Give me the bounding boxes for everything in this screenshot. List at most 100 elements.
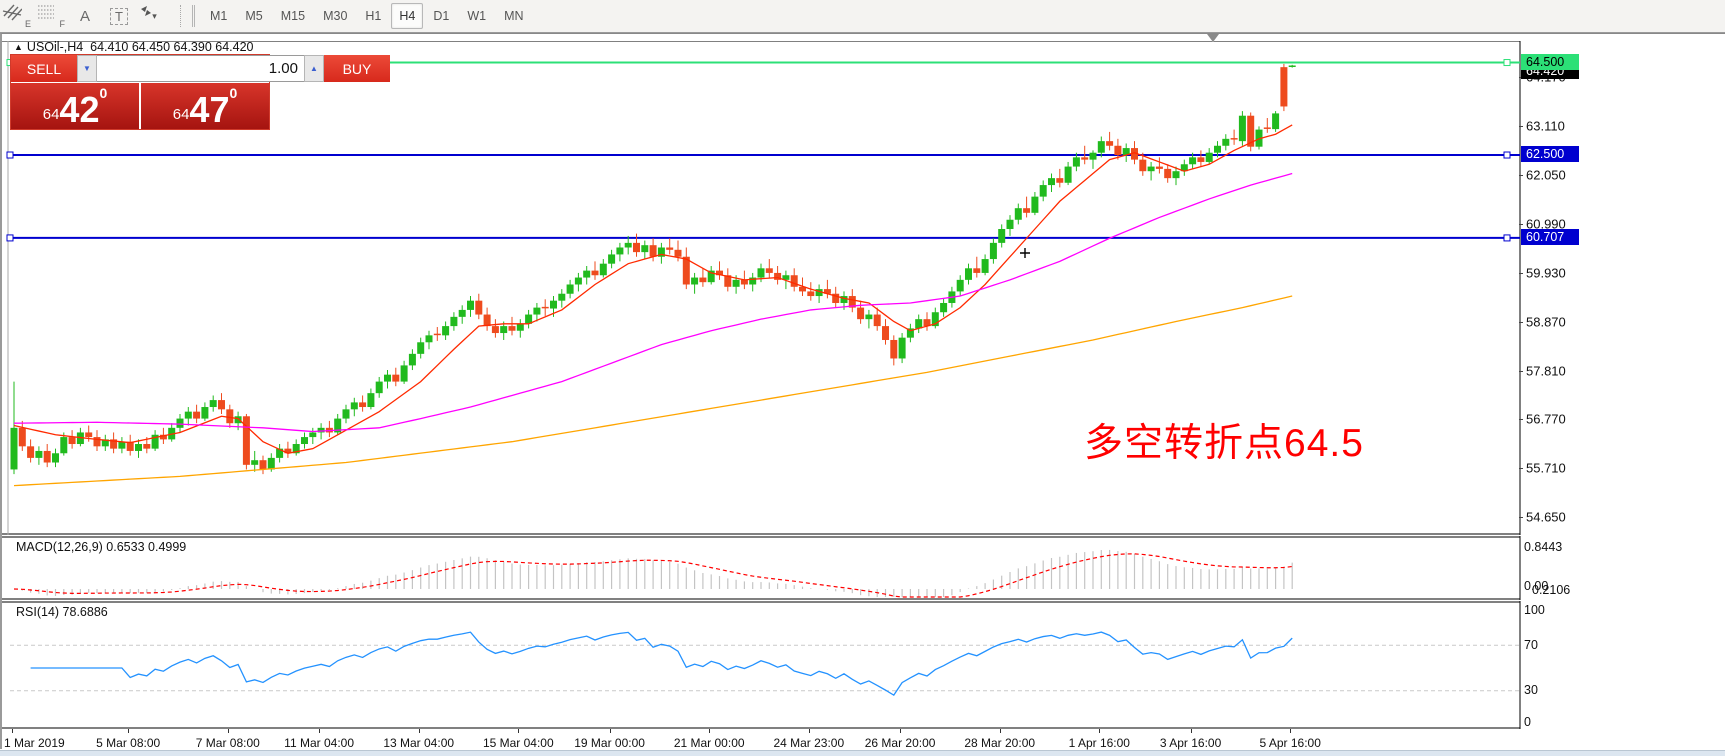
buy-price-prefix: 64 — [172, 106, 190, 123]
time-axis-label[interactable]: 3 Apr 16:00 — [1159, 736, 1222, 750]
time-axis-tick — [609, 729, 611, 733]
sell-button[interactable]: SELL — [11, 55, 77, 82]
rsi-axis-label: 70 — [1524, 638, 1538, 652]
chart-shift-marker-icon[interactable] — [1207, 34, 1219, 42]
sell-price-display[interactable]: 64 42 0 — [11, 83, 139, 129]
price-axis-label[interactable]: 54.650 — [1526, 509, 1566, 525]
sell-price-sup: 0 — [99, 85, 108, 101]
timeframe-button-m5[interactable]: M5 — [245, 9, 263, 23]
timeframe-button-m15[interactable]: M15 — [280, 9, 306, 23]
symbol-marker-icon: ▲ — [14, 42, 23, 52]
time-axis-tick — [709, 729, 711, 733]
price-axis-label[interactable]: 57.810 — [1526, 363, 1566, 379]
window-bottom-strip — [0, 750, 1725, 756]
timeframe-button-m30[interactable]: M30 — [323, 9, 348, 23]
text-label-icon: A — [79, 7, 90, 25]
macd-indicator-label: MACD(12,26,9) 0.6533 0.4999 — [16, 540, 187, 554]
price-axis-tick — [1519, 467, 1523, 469]
macd-pane-surface[interactable] — [2, 536, 1725, 602]
ohlc-values: 64.410 64.450 64.390 64.420 — [90, 40, 254, 54]
time-axis-label[interactable]: 21 Mar 00:00 — [673, 736, 745, 750]
time-axis-label[interactable]: 1 Mar 2019 — [4, 736, 65, 750]
time-axis-tick — [128, 729, 130, 733]
timeframe-button-m1[interactable]: M1 — [210, 9, 228, 23]
price-axis-label[interactable]: 62.050 — [1526, 167, 1566, 183]
time-axis-tick — [518, 729, 520, 733]
arrows-icon — [141, 6, 151, 16]
time-axis-label[interactable]: 15 Mar 04:00 — [482, 736, 554, 750]
time-axis-label[interactable]: 19 Mar 00:00 — [574, 736, 645, 750]
hline-price-badge: 60.707 — [1521, 228, 1579, 245]
time-axis-label[interactable]: 7 Mar 08:00 — [195, 736, 260, 750]
equidistant-channel-tool-button[interactable]: E — [1, 2, 33, 30]
hline-price-badge: 64.500 — [1521, 53, 1579, 70]
sell-price-main: 42 — [59, 89, 100, 130]
time-axis-tick — [1290, 729, 1292, 733]
chart-window: ▲ USOil-,H4 64.410 64.450 64.390 64.420 S… — [0, 33, 1725, 749]
volume-increase-button[interactable]: ▲ — [304, 55, 324, 82]
fibonacci-tool-button[interactable]: F — [35, 2, 67, 30]
chart-text-annotation[interactable]: 多空转折点64.5 — [1084, 422, 1364, 465]
buy-button[interactable]: BUY — [324, 55, 390, 82]
time-axis-label[interactable]: 5 Mar 08:00 — [96, 736, 161, 750]
timeframe-button-h1[interactable]: H1 — [365, 9, 382, 23]
time-axis-tick — [319, 729, 321, 733]
timeframe-button-w1[interactable]: W1 — [467, 9, 487, 23]
price-axis-label[interactable]: 60.990 — [1526, 216, 1566, 232]
price-axis-tick — [1519, 418, 1523, 420]
macd-axis-label: 0.2106 — [1532, 583, 1571, 597]
toolbar-grip[interactable] — [192, 5, 201, 27]
symbol-name: USOil-,H4 — [26, 40, 84, 54]
time-axis-label[interactable]: 24 Mar 23:00 — [773, 736, 845, 750]
toolbar-separator — [180, 5, 182, 27]
time-axis-label[interactable]: 11 Mar 04:00 — [284, 736, 355, 750]
buy-price-main: 47 — [189, 89, 230, 130]
price-axis-tick — [1519, 517, 1523, 518]
timeframe-button-d1[interactable]: D1 — [433, 9, 450, 23]
hline-price-badge: 62.500 — [1521, 146, 1579, 163]
time-axis-tick — [12, 729, 13, 733]
sell-price-prefix: 64 — [42, 106, 60, 123]
text-tool-icon: T — [110, 7, 128, 25]
rsi-axis-label: 30 — [1524, 683, 1538, 697]
volume-decrease-button[interactable]: ▼ — [77, 55, 97, 82]
rsi-indicator-label: RSI(14) 78.6886 — [16, 605, 108, 619]
timeframe-button-h4[interactable]: H4 — [391, 3, 424, 29]
buy-price-sup: 0 — [229, 85, 238, 101]
symbol-info-line: ▲ USOil-,H4 64.410 64.450 64.390 64.420 — [14, 40, 254, 54]
price-axis-tick — [1519, 272, 1523, 274]
macd-axis-label: 0.8443 — [1524, 540, 1563, 554]
price-axis-tick — [1519, 174, 1523, 176]
time-axis-label[interactable]: 1 Apr 16:00 — [1068, 736, 1130, 750]
time-axis-label[interactable]: 28 Mar 20:00 — [964, 736, 1036, 750]
price-axis-tick — [1519, 321, 1523, 323]
volume-input[interactable] — [97, 55, 304, 82]
price-axis-label[interactable]: 56.770 — [1526, 411, 1566, 427]
price-axis-label[interactable]: 55.710 — [1526, 460, 1566, 476]
text-tool-button[interactable]: T — [103, 2, 135, 30]
price-axis-tick — [1519, 370, 1523, 372]
text-label-tool-button[interactable]: A — [69, 2, 101, 30]
price-axis-label[interactable]: 63.110 — [1526, 118, 1565, 134]
timeframe-button-mn[interactable]: MN — [504, 9, 524, 23]
price-axis-tick — [1519, 223, 1523, 225]
equidistant-channel-icon — [2, 4, 22, 21]
time-axis-tick — [1190, 729, 1192, 733]
rsi-axis-label: 0 — [1524, 715, 1531, 729]
time-axis-tick — [999, 729, 1001, 733]
time-axis-label[interactable]: 26 Mar 20:00 — [864, 736, 936, 750]
price-chart-surface[interactable] — [2, 41, 1725, 543]
time-axis-tick — [808, 729, 810, 733]
price-axis-label[interactable]: 59.930 — [1526, 265, 1566, 281]
arrows-tool-button[interactable]: ▾ — [137, 2, 169, 30]
time-axis-tick — [1099, 729, 1101, 733]
price-axis-tick — [1519, 125, 1523, 127]
rsi-pane-surface[interactable] — [2, 601, 1725, 729]
time-axis-label[interactable]: 13 Mar 04:00 — [383, 736, 455, 750]
time-axis-tick — [227, 729, 229, 733]
time-axis-label[interactable]: 5 Apr 16:00 — [1259, 736, 1321, 750]
buy-price-display[interactable]: 64 47 0 — [139, 83, 269, 129]
price-axis-label[interactable]: 58.870 — [1526, 314, 1566, 330]
